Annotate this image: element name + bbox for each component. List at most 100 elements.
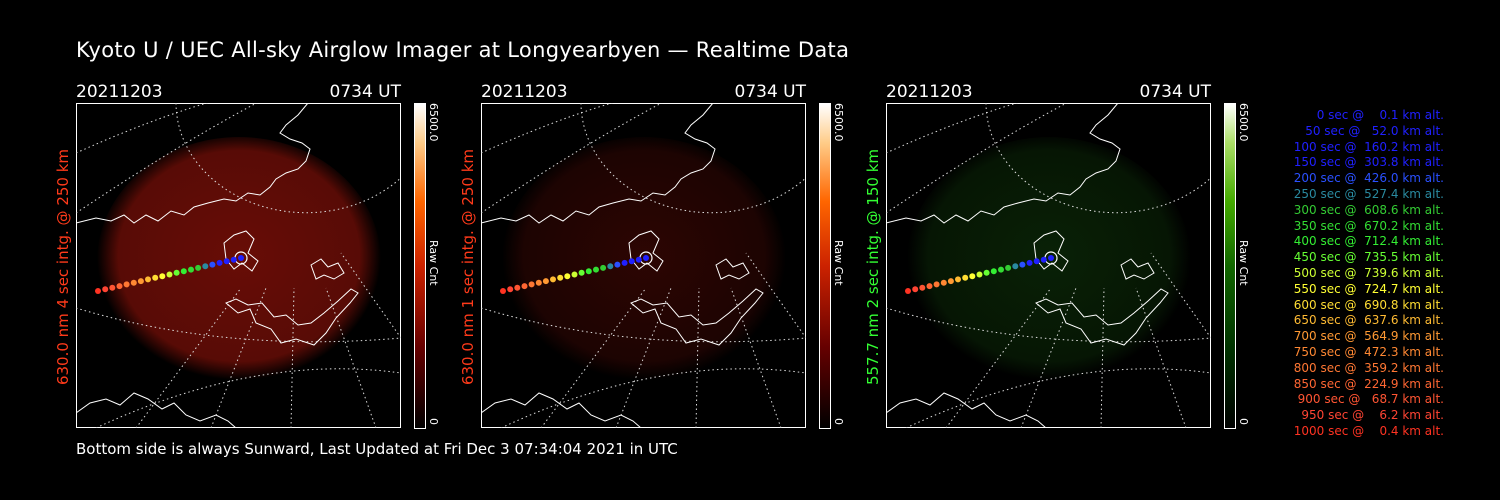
trajectory-point	[202, 263, 209, 270]
colorbar	[414, 103, 426, 429]
trajectory-point	[507, 286, 514, 293]
trajectory-point	[500, 288, 506, 294]
panel-date: 20211203	[76, 82, 163, 102]
legend-row: 450 sec @ 735.5 km alt.	[1293, 250, 1444, 265]
trajectory-point	[542, 278, 549, 285]
trajectory-point	[195, 264, 202, 271]
trajectory-point	[621, 259, 628, 266]
trajectory-point	[223, 258, 230, 265]
trajectory-point	[955, 276, 961, 283]
image-panel-630-4s: 20211203 0734 UT 630.0 nm 4 sec intg. @ …	[54, 80, 476, 430]
panel-ylabel: 630.0 nm 4 sec intg. @ 250 km	[54, 148, 72, 386]
trajectory-point	[643, 255, 649, 261]
trajectory-point	[159, 273, 166, 280]
colorbar-max-label: 6500.0	[427, 103, 440, 142]
trajectory-point	[514, 284, 521, 291]
trajectory-point	[919, 284, 926, 291]
trajectory-point	[564, 273, 571, 280]
trajectory-point	[983, 269, 990, 276]
trajectory-point	[188, 266, 194, 273]
allsky-image	[481, 103, 806, 428]
trajectory-point	[585, 268, 592, 275]
trajectory-point	[1005, 264, 1012, 271]
legend-row: 250 sec @ 527.4 km alt.	[1293, 186, 1444, 201]
trajectory-point	[962, 274, 969, 281]
altitude-legend: 0 sec @ 0.1 km alt. 50 sec @ 52.0 km alt.…	[1262, 108, 1444, 440]
trajectory-point	[933, 281, 940, 288]
trajectory-point	[607, 263, 614, 270]
trajectory-point	[521, 283, 528, 290]
footer-note: Bottom side is always Sunward, Last Upda…	[76, 440, 678, 458]
colorbar-unit-label: Raw Cnt	[832, 240, 845, 286]
legend-row: 800 sec @ 359.2 km alt.	[1293, 360, 1444, 375]
panel-time: 0734 UT	[734, 82, 807, 102]
legend-row: 600 sec @ 690.8 km alt.	[1293, 297, 1444, 312]
panel-date: 20211203	[886, 82, 973, 102]
colorbar-max-label: 6500.0	[832, 103, 845, 142]
trajectory-point	[116, 283, 123, 290]
trajectory-point	[940, 279, 947, 286]
trajectory-point	[1012, 263, 1019, 270]
trajectory-point	[905, 288, 911, 294]
colorbar	[1224, 103, 1236, 429]
image-panel-630-1s: 20211203 0734 UT 630.0 nm 1 sec intg. @ …	[459, 80, 881, 430]
trajectory-point	[216, 259, 223, 266]
trajectory-point	[614, 261, 621, 268]
colorbar-unit-label: Raw Cnt	[1237, 240, 1250, 286]
trajectory-point	[976, 271, 983, 278]
colorbar-min-label: 0	[1237, 418, 1250, 425]
legend-row: 350 sec @ 670.2 km alt.	[1293, 218, 1444, 233]
trajectory-point	[535, 279, 542, 286]
legend-row: 100 sec @ 160.2 km alt.	[1293, 139, 1444, 154]
page-title: Kyoto U / UEC All-sky Airglow Imager at …	[76, 38, 850, 62]
colorbar-min-label: 0	[832, 418, 845, 425]
trajectory-point	[1048, 255, 1054, 261]
allsky-image	[886, 103, 1211, 428]
legend-row: 700 sec @ 564.9 km alt.	[1293, 329, 1444, 344]
trajectory-point	[230, 256, 237, 263]
trajectory-point	[1033, 258, 1040, 265]
trajectory-point	[209, 261, 216, 268]
legend-row: 0 sec @ 0.1 km alt.	[1316, 108, 1444, 122]
trajectory-point	[95, 288, 101, 294]
trajectory-point	[528, 281, 535, 288]
colorbar-max-label: 6500.0	[1237, 103, 1250, 142]
allsky-image	[76, 103, 401, 428]
trajectory-point	[628, 258, 635, 265]
trajectory-point	[593, 266, 599, 273]
colorbar	[819, 103, 831, 429]
trajectory-point	[969, 273, 976, 280]
panel-time: 0734 UT	[329, 82, 402, 102]
trajectory-point	[137, 278, 144, 285]
trajectory-point	[550, 276, 556, 283]
trajectory-point	[571, 271, 578, 278]
panel-date: 20211203	[481, 82, 568, 102]
legend-row: 1000 sec @ 0.4 km alt.	[1293, 423, 1444, 438]
trajectory-point	[109, 284, 116, 291]
trajectory-point	[912, 286, 919, 293]
legend-row: 950 sec @ 6.2 km alt.	[1301, 408, 1444, 423]
legend-row: 300 sec @ 608.6 km alt.	[1293, 202, 1444, 217]
panel-ylabel: 630.0 nm 1 sec intg. @ 250 km	[459, 148, 477, 386]
trajectory-point	[238, 255, 244, 261]
legend-row: 500 sec @ 739.6 km alt.	[1293, 265, 1444, 280]
trajectory-point	[180, 268, 187, 275]
legend-row: 150 sec @ 303.8 km alt.	[1293, 155, 1444, 170]
trajectory-point	[998, 266, 1004, 273]
trajectory-point	[173, 269, 180, 276]
trajectory-point	[1040, 256, 1047, 263]
legend-row: 650 sec @ 637.6 km alt.	[1293, 313, 1444, 328]
image-panel-557-2s: 20211203 0734 UT 557.7 nm 2 sec intg. @ …	[864, 80, 1286, 430]
trajectory-point	[123, 281, 130, 288]
colorbar-min-label: 0	[427, 418, 440, 425]
trajectory-point	[152, 274, 159, 281]
trajectory-point	[926, 283, 933, 290]
panel-ylabel: 557.7 nm 2 sec intg. @ 150 km	[864, 148, 882, 386]
trajectory-point	[130, 279, 137, 286]
legend-row: 400 sec @ 712.4 km alt.	[1293, 234, 1444, 249]
trajectory-point	[1026, 259, 1033, 266]
trajectory-point	[600, 264, 607, 271]
trajectory-point	[578, 269, 585, 276]
trajectory-point	[635, 256, 642, 263]
